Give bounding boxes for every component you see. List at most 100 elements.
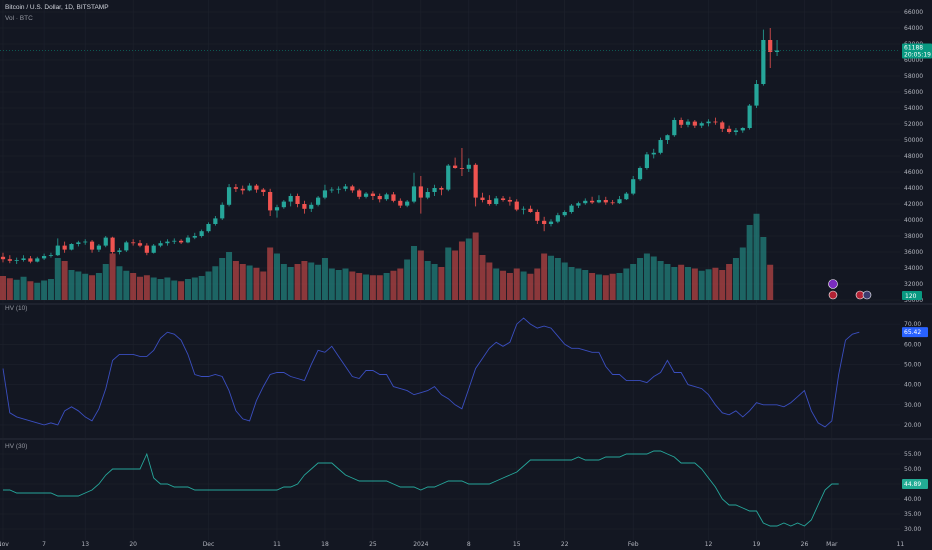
candle-body[interactable] (343, 186, 348, 189)
candle-body[interactable] (192, 236, 197, 238)
candle-body[interactable] (617, 199, 622, 204)
candle-body[interactable] (425, 192, 430, 198)
candle-body[interactable] (542, 220, 547, 224)
candle-body[interactable] (562, 212, 567, 216)
candle-body[interactable] (665, 135, 670, 140)
candle-body[interactable] (720, 122, 725, 129)
candle-body[interactable] (0, 256, 6, 260)
candle-body[interactable] (590, 200, 595, 203)
candle-body[interactable] (281, 201, 286, 208)
candle-body[interactable] (466, 164, 471, 169)
candle-body[interactable] (124, 242, 129, 251)
candle-body[interactable] (384, 194, 389, 200)
candle-body[interactable] (28, 258, 33, 262)
candle-body[interactable] (83, 241, 88, 243)
candle-body[interactable] (158, 243, 163, 246)
lightning-icon[interactable] (828, 279, 838, 289)
candle-body[interactable] (288, 196, 293, 202)
candle-body[interactable] (131, 242, 136, 244)
candle-body[interactable] (206, 224, 211, 232)
candle-body[interactable] (555, 215, 560, 222)
candle-body[interactable] (254, 185, 259, 190)
candle-body[interactable] (76, 242, 81, 244)
candle-body[interactable] (172, 240, 177, 242)
candle-body[interactable] (583, 200, 588, 204)
candle-body[interactable] (768, 40, 773, 52)
candle-body[interactable] (651, 152, 656, 155)
candle-body[interactable] (548, 221, 554, 224)
candle-body[interactable] (411, 186, 417, 202)
candle-body[interactable] (350, 186, 355, 191)
candle-body[interactable] (514, 201, 519, 210)
candle-body[interactable] (233, 187, 238, 189)
candle-body[interactable] (151, 245, 156, 253)
candle-body[interactable] (706, 121, 711, 124)
candle-body[interactable] (316, 197, 321, 205)
candle-body[interactable] (507, 200, 512, 202)
candle-body[interactable] (391, 194, 396, 201)
candle-body[interactable] (644, 154, 649, 168)
candle-body[interactable] (110, 237, 115, 252)
candle-body[interactable] (185, 237, 191, 243)
candle-body[interactable] (274, 207, 280, 211)
candle-body[interactable] (363, 193, 369, 197)
candle-body[interactable] (137, 243, 143, 246)
candle-body[interactable] (322, 190, 328, 198)
candle-body[interactable] (69, 244, 74, 250)
candle-body[interactable] (624, 193, 629, 200)
candle-body[interactable] (42, 256, 47, 259)
candle-body[interactable] (48, 255, 54, 256)
candle-body[interactable] (220, 204, 225, 219)
candle-body[interactable] (199, 231, 204, 236)
candle-body[interactable] (405, 201, 410, 206)
candle-body[interactable] (62, 245, 67, 250)
candle-body[interactable] (302, 204, 307, 209)
candle-body[interactable] (309, 204, 314, 209)
candle-body[interactable] (774, 50, 780, 52)
candle-body[interactable] (55, 245, 60, 256)
candle-body[interactable] (672, 120, 677, 136)
candle-body[interactable] (487, 200, 492, 204)
candle-body[interactable] (500, 198, 506, 200)
candle-body[interactable] (7, 259, 12, 261)
candle-body[interactable] (494, 198, 499, 204)
candle-body[interactable] (596, 200, 602, 203)
candle-body[interactable] (740, 128, 745, 131)
candle-body[interactable] (747, 105, 752, 128)
candle-body[interactable] (165, 241, 170, 244)
hv30-line[interactable] (3, 450, 839, 527)
candle-body[interactable] (727, 128, 732, 132)
candle-body[interactable] (35, 258, 40, 262)
us-flag-icon[interactable] (862, 290, 872, 300)
candle-body[interactable] (603, 200, 608, 203)
candle-body[interactable] (329, 189, 334, 191)
candle-body[interactable] (261, 189, 266, 192)
candle-body[interactable] (117, 250, 122, 252)
candle-body[interactable] (459, 168, 465, 169)
candle-body[interactable] (213, 218, 218, 224)
candle-body[interactable] (398, 200, 403, 206)
candle-body[interactable] (268, 192, 273, 211)
candle-body[interactable] (370, 193, 375, 196)
candle-body[interactable] (453, 165, 458, 168)
candle-body[interactable] (685, 121, 691, 125)
candle-body[interactable] (658, 140, 663, 153)
candle-body[interactable] (679, 120, 684, 125)
candle-body[interactable] (418, 186, 423, 198)
candle-body[interactable] (473, 164, 478, 198)
candle-body[interactable] (692, 121, 697, 126)
candle-body[interactable] (89, 241, 95, 250)
us-flag-icon[interactable] (828, 290, 838, 300)
candle-body[interactable] (377, 196, 382, 200)
candle-body[interactable] (336, 188, 341, 190)
candle-body[interactable] (432, 188, 437, 192)
candle-body[interactable] (733, 130, 739, 132)
candle-body[interactable] (699, 123, 704, 126)
candle-body[interactable] (754, 84, 759, 106)
candle-body[interactable] (480, 197, 485, 200)
candle-body[interactable] (295, 196, 300, 204)
candle-body[interactable] (569, 205, 574, 212)
candle-body[interactable] (713, 121, 718, 123)
candle-body[interactable] (96, 245, 101, 250)
candle-body[interactable] (631, 179, 636, 194)
